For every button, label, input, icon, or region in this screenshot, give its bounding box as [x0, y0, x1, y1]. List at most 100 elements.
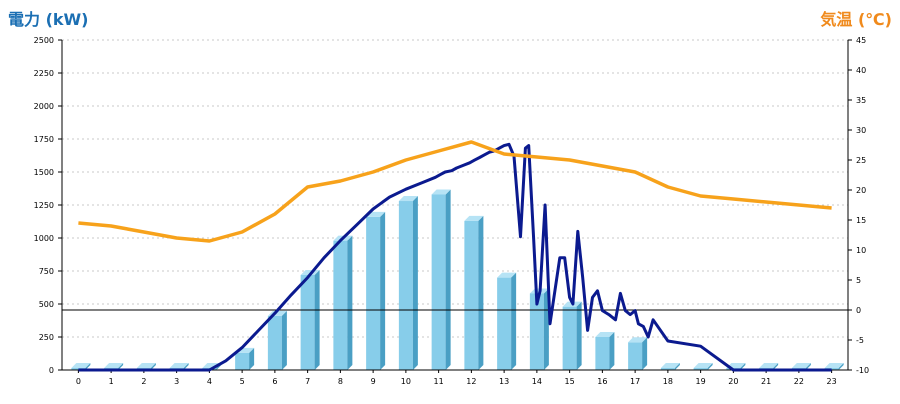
bar-side [249, 347, 255, 370]
bar [235, 347, 255, 370]
right-tick-label: 15 [856, 216, 866, 225]
bar-top [136, 363, 156, 369]
left-tick-label: 0 [49, 366, 54, 375]
bar [267, 310, 287, 370]
x-tick-label: 16 [597, 377, 607, 386]
power-line [78, 142, 832, 372]
bar-front [595, 337, 610, 370]
bar [693, 363, 713, 370]
bar-side [347, 235, 353, 370]
bar [595, 332, 615, 370]
bar-top [595, 332, 615, 337]
x-tick-label: 6 [272, 377, 277, 386]
bar-top [759, 363, 779, 369]
x-tick-label: 15 [565, 377, 575, 386]
bar [628, 337, 648, 370]
x-tick-label: 20 [728, 377, 738, 386]
bar-front [562, 306, 577, 370]
left-tick-label: 1750 [34, 135, 54, 144]
right-tick-label: 25 [856, 156, 866, 165]
right-tick-label: -5 [856, 336, 864, 345]
bar-top [693, 363, 713, 369]
right-tick-label: 35 [856, 96, 866, 105]
bar [464, 215, 484, 370]
bar-front [300, 274, 315, 370]
bar-top [824, 363, 844, 369]
bar-side [642, 337, 648, 370]
x-tick-label: 11 [434, 377, 444, 386]
bar-front [71, 368, 86, 370]
bar-top [464, 215, 484, 221]
bar-side [707, 363, 713, 370]
bar-front [431, 194, 446, 370]
bar-front [366, 216, 381, 370]
x-tick-label: 9 [371, 377, 376, 386]
bar-side [576, 301, 582, 370]
left-tick-label: 1500 [34, 168, 54, 177]
bar-front [333, 240, 348, 370]
right-tick-label: 5 [856, 276, 861, 285]
right-tick-label: 30 [856, 126, 866, 135]
bar [824, 363, 844, 370]
bar-front [398, 201, 413, 370]
x-tick-label: 2 [141, 377, 146, 386]
bar-side [674, 363, 680, 370]
x-tick-label: 5 [240, 377, 245, 386]
x-tick-label: 13 [499, 377, 509, 386]
right-tick-label: 40 [856, 66, 866, 75]
left-tick-label: 500 [39, 300, 54, 309]
temperature-line [78, 140, 832, 243]
bar-top [431, 189, 451, 195]
x-tick-label: 7 [305, 377, 310, 386]
bar-side [511, 272, 517, 370]
bar-side [740, 363, 746, 370]
left-tick-label: 750 [39, 267, 54, 276]
bar [660, 363, 680, 370]
bar-side [314, 269, 320, 370]
right-tick-label: 45 [856, 36, 866, 45]
x-tick-label: 14 [532, 377, 542, 386]
x-tick-label: 3 [174, 377, 179, 386]
bar-top [398, 196, 418, 202]
right-tick-label: -10 [856, 366, 869, 375]
bar-front [529, 293, 544, 370]
left-tick-label: 1250 [34, 201, 54, 210]
x-tick-label: 0 [76, 377, 81, 386]
bar-side [543, 288, 549, 370]
bar-side [773, 363, 779, 370]
left-tick-label: 250 [39, 333, 54, 342]
bar [333, 235, 353, 370]
bar-side [609, 332, 615, 370]
bar-top [169, 363, 189, 369]
right-tick-label: 0 [856, 306, 861, 315]
bar-top [71, 363, 91, 369]
bar [366, 211, 386, 370]
bar-side [805, 363, 811, 370]
bar-front [267, 315, 282, 370]
bar-front [628, 342, 643, 370]
bar-side [838, 363, 844, 370]
right-axis-title: 気温 (℃) [820, 10, 892, 29]
bar-side [118, 363, 124, 370]
bar [398, 196, 418, 370]
bar-top [660, 363, 680, 369]
bar-top [791, 363, 811, 369]
x-tick-label: 1 [109, 377, 114, 386]
right-tick-label: 10 [856, 246, 866, 255]
left-tick-label: 1000 [34, 234, 54, 243]
bar-top [497, 272, 517, 278]
left-tick-label: 2000 [34, 102, 54, 111]
x-tick-label: 17 [630, 377, 640, 386]
bar-front [693, 368, 708, 370]
bar-side [85, 363, 91, 370]
x-tick-label: 19 [696, 377, 706, 386]
bar-front [660, 368, 675, 370]
x-tick-label: 21 [761, 377, 771, 386]
bar [71, 363, 91, 370]
bar-front [235, 352, 250, 370]
bar-top [104, 363, 124, 369]
x-tick-label: 23 [827, 377, 837, 386]
bar-side [183, 363, 189, 370]
x-tick-label: 4 [207, 377, 212, 386]
